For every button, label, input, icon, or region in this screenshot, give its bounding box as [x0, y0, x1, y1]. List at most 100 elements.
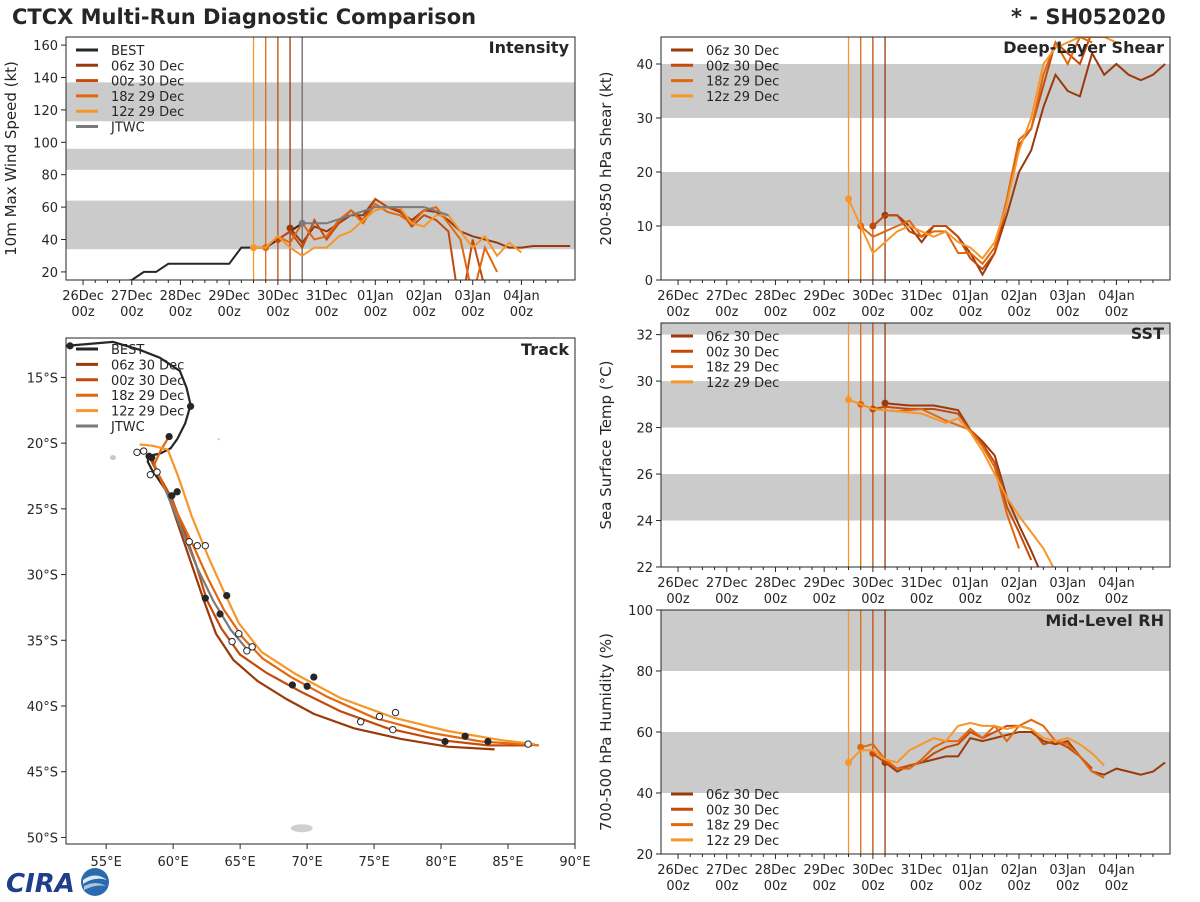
y-tick-label: 15°S: [27, 371, 58, 386]
track-marker-open: [185, 538, 193, 546]
x-tick-label: 00z: [461, 305, 485, 320]
legend-label: 12z 29 Dec: [706, 90, 779, 105]
axes-frame: [660, 322, 1171, 568]
track-marker: [310, 673, 318, 681]
x-tick-label: 60°E: [158, 855, 189, 870]
panel-title: Track: [521, 340, 569, 359]
series-line: [884, 731, 1166, 776]
legend-label: 00z 30 Dec: [706, 803, 779, 818]
panel-title: Deep-Layer Shear: [1003, 38, 1164, 57]
plot-area: [66, 37, 575, 280]
x-tick-label: 00z: [169, 305, 193, 320]
x-tick-label: 00z: [412, 305, 436, 320]
x-tick-label: 00z: [910, 305, 934, 320]
legend-label: BEST: [111, 44, 144, 59]
series-line: [885, 402, 1040, 567]
x-tick-label: 04Jan: [503, 289, 540, 304]
y-axis-label: 200-850 hPa Shear (kt): [597, 72, 615, 246]
x-tick-label: 55°E: [91, 855, 122, 870]
x-tick-label: 00z: [861, 879, 885, 894]
axes-frame: [660, 36, 1171, 281]
legend-label: 06z 30 Dec: [706, 788, 779, 803]
x-tick-label: 27Dec: [111, 289, 153, 304]
y-axis-label: 10m Max Wind Speed (kt): [2, 61, 20, 256]
track-marker: [288, 681, 296, 689]
x-tick-label: 00z: [1105, 592, 1129, 607]
y-tick-label: 32: [636, 329, 653, 344]
legend-label: 18z 29 Dec: [706, 75, 779, 90]
x-tick-label: 03Jan: [1049, 863, 1086, 878]
x-tick-label: 27Dec: [706, 863, 748, 878]
legend-label: 06z 30 Dec: [111, 358, 184, 373]
series-start-point: [845, 396, 853, 404]
series-line: [860, 37, 1093, 266]
panel-deep-layer-shear: 01020304026Dec00z27Dec00z28Dec00z29Dec00…: [597, 36, 1171, 320]
track-marker-open: [193, 541, 201, 550]
x-tick-label: 28Dec: [160, 289, 202, 304]
shaded-band: [661, 64, 1170, 118]
x-tick-label: 30Dec: [852, 289, 894, 304]
y-tick-label: 140: [33, 72, 58, 87]
track-marker-open: [153, 468, 161, 476]
x-tick-label: 00z: [1007, 592, 1031, 607]
track-marker-open: [235, 630, 243, 638]
track-marker: [165, 432, 173, 441]
y-tick-label: 45°S: [27, 766, 58, 781]
x-tick-label: 70°E: [291, 855, 322, 870]
x-tick-label: 30Dec: [257, 289, 299, 304]
x-tick-label: 31Dec: [901, 863, 943, 878]
y-tick-label: 40: [636, 58, 653, 73]
y-tick-label: 80: [41, 169, 58, 184]
y-axis-label: 700-500 hPa Humidity (%): [597, 633, 615, 831]
panel-title: Intensity: [489, 38, 570, 57]
x-tick-label: 00z: [812, 305, 836, 320]
track-marker: [303, 682, 311, 690]
track-line: [150, 457, 495, 751]
x-tick-label: 00z: [715, 305, 739, 320]
track-marker: [173, 488, 181, 496]
x-tick-label: 00z: [1056, 879, 1080, 894]
track-marker-open: [133, 448, 141, 457]
x-tick-label: 01Jan: [952, 576, 989, 591]
track-line: [139, 443, 535, 746]
panel-title: SST: [1131, 324, 1164, 343]
legend-label: 12z 29 Dec: [706, 834, 779, 849]
series-line: [848, 398, 1055, 567]
shaded-band: [661, 172, 1170, 226]
x-tick-label: 00z: [315, 305, 339, 320]
x-tick-label: 00z: [812, 592, 836, 607]
track-marker: [168, 492, 176, 500]
track-marker: [145, 452, 153, 460]
x-tick-label: 00z: [217, 305, 241, 320]
y-tick-label: 60: [636, 726, 653, 741]
y-tick-label: 100: [628, 604, 653, 619]
track-line: [66, 340, 192, 490]
x-tick-label: 04Jan: [1098, 289, 1135, 304]
x-tick-label: 02Jan: [1001, 863, 1038, 878]
y-tick-label: 0: [645, 274, 653, 289]
series-line: [302, 206, 449, 225]
x-tick-label: 00z: [861, 592, 885, 607]
track-line: [164, 488, 250, 652]
x-tick-label: 90°E: [559, 855, 590, 870]
series-line: [860, 718, 1105, 779]
y-tick-label: 30: [636, 112, 653, 127]
panel-title: Mid-Level RH: [1045, 611, 1164, 630]
y-tick-label: 50°S: [27, 831, 58, 846]
y-tick-label: 100: [33, 136, 58, 151]
track-marker: [484, 737, 492, 746]
x-tick-label: 00z: [910, 879, 934, 894]
shaded-band: [661, 474, 1170, 521]
legend-label: BEST: [111, 343, 144, 358]
series-line: [847, 37, 1117, 260]
track-marker: [201, 594, 209, 602]
series-start-point: [857, 743, 865, 751]
y-tick-label: 40°S: [27, 700, 58, 715]
legend-label: 00z 30 Dec: [706, 345, 779, 360]
axes-frame: [65, 337, 576, 845]
shaded-band: [66, 148, 575, 170]
track-marker-open: [139, 447, 148, 455]
x-tick-label: 31Dec: [901, 289, 943, 304]
track-marker: [223, 592, 231, 600]
x-tick-label: 00z: [764, 592, 788, 607]
